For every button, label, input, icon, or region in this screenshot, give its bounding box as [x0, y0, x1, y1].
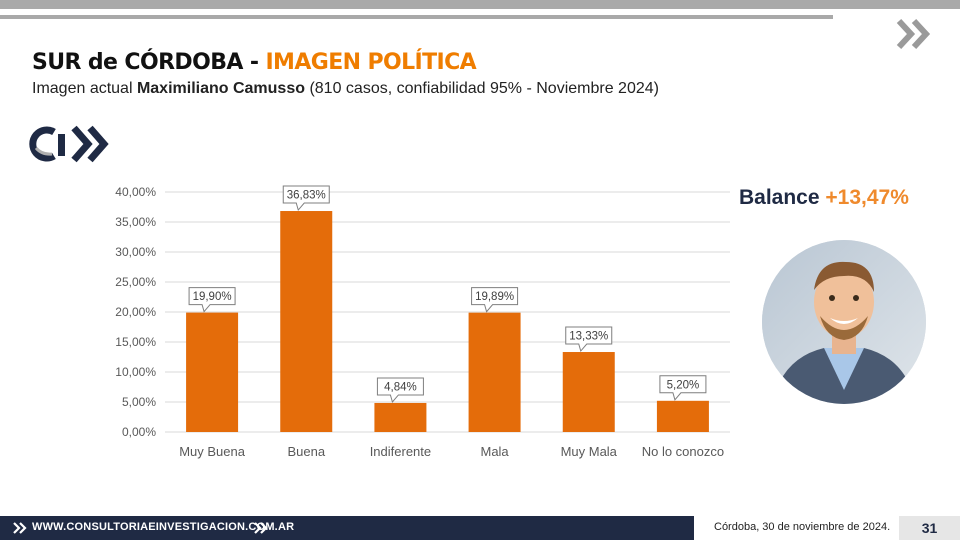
data-label: 19,89%	[475, 291, 514, 303]
website-link[interactable]: WWW.CONSULTORIAEINVESTIGACION.COM.AR	[32, 521, 295, 533]
data-label-callout	[471, 287, 519, 313]
x-tick-label: Buena	[287, 444, 325, 459]
logo-text: Ci	[28, 122, 30, 123]
x-tick-label: No lo conozco	[642, 444, 724, 459]
footer-right-panel: Córdoba, 30 de noviembre de 2024. 31	[694, 516, 960, 540]
subtitle-suffix: (810 casos, confiabilidad 95% - Noviembr…	[305, 80, 659, 97]
bar	[374, 402, 427, 432]
y-tick-label: 40,00%	[115, 185, 156, 199]
double-chevron-icon	[896, 18, 931, 50]
data-label: 4,84%	[384, 381, 417, 393]
data-label: 5,20%	[667, 379, 700, 391]
data-label-callout	[376, 377, 424, 403]
page-number-box: 31	[899, 516, 960, 540]
candidate-photo	[762, 240, 926, 404]
data-label-callout	[282, 185, 330, 212]
page-title: SUR de CÓRDOBA - IMAGEN POLÍTICA	[32, 50, 477, 75]
title-accent: IMAGEN POLÍTICA	[265, 50, 477, 75]
x-tick-label: Muy Mala	[561, 444, 618, 459]
y-tick-label: 30,00%	[115, 245, 156, 259]
data-label: 13,33%	[569, 331, 608, 343]
balance-label: Balance	[739, 186, 826, 209]
balance-value: +13,47%	[825, 186, 909, 209]
y-tick-label: 10,00%	[115, 365, 156, 379]
chevron-right-icon	[13, 522, 27, 534]
bar	[562, 352, 615, 432]
bar	[280, 211, 333, 432]
y-tick-label: 5,00%	[122, 395, 156, 409]
bar	[468, 312, 521, 432]
bar	[186, 312, 239, 432]
x-tick-label: Mala	[480, 444, 509, 459]
y-tick-label: 15,00%	[115, 335, 156, 349]
y-tick-label: 20,00%	[115, 305, 156, 319]
title-main: SUR de CÓRDOBA -	[32, 50, 266, 75]
chevron-right-icon	[254, 522, 268, 534]
data-label-callout	[659, 375, 707, 401]
y-tick-label: 25,00%	[115, 275, 156, 289]
bar-chart: 0,00% 5,00% 10,00% 15,00% 20,00% 25,00% 30,00%…	[115, 185, 730, 459]
data-label: 36,83%	[287, 190, 326, 202]
page-subtitle: Imagen actual Maximiliano Camusso (810 c…	[32, 80, 659, 98]
x-tick-label: Indiferente	[370, 444, 431, 459]
subtitle-prefix: Imagen actual	[32, 80, 137, 97]
y-tick-label: 35,00%	[115, 215, 156, 229]
footer-date: Córdoba, 30 de noviembre de 2024.	[714, 521, 891, 533]
data-label: 19,90%	[193, 291, 232, 303]
footer-bar: WWW.CONSULTORIAEINVESTIGACION.COM.AR Cór…	[0, 516, 960, 540]
x-tick-label: Muy Buena	[179, 444, 246, 459]
bar	[656, 400, 709, 432]
top-gray-bar	[0, 0, 960, 9]
data-label-callout	[188, 287, 236, 313]
balance-text: Balance +13,47%	[739, 186, 909, 210]
page-number: 31	[921, 520, 938, 536]
ci-logo: Ci	[28, 122, 109, 163]
y-tick-label: 0,00%	[122, 425, 156, 439]
top-divider-line	[0, 15, 833, 19]
subtitle-name: Maximiliano Camusso	[136, 80, 305, 97]
data-label-callout	[565, 326, 613, 353]
